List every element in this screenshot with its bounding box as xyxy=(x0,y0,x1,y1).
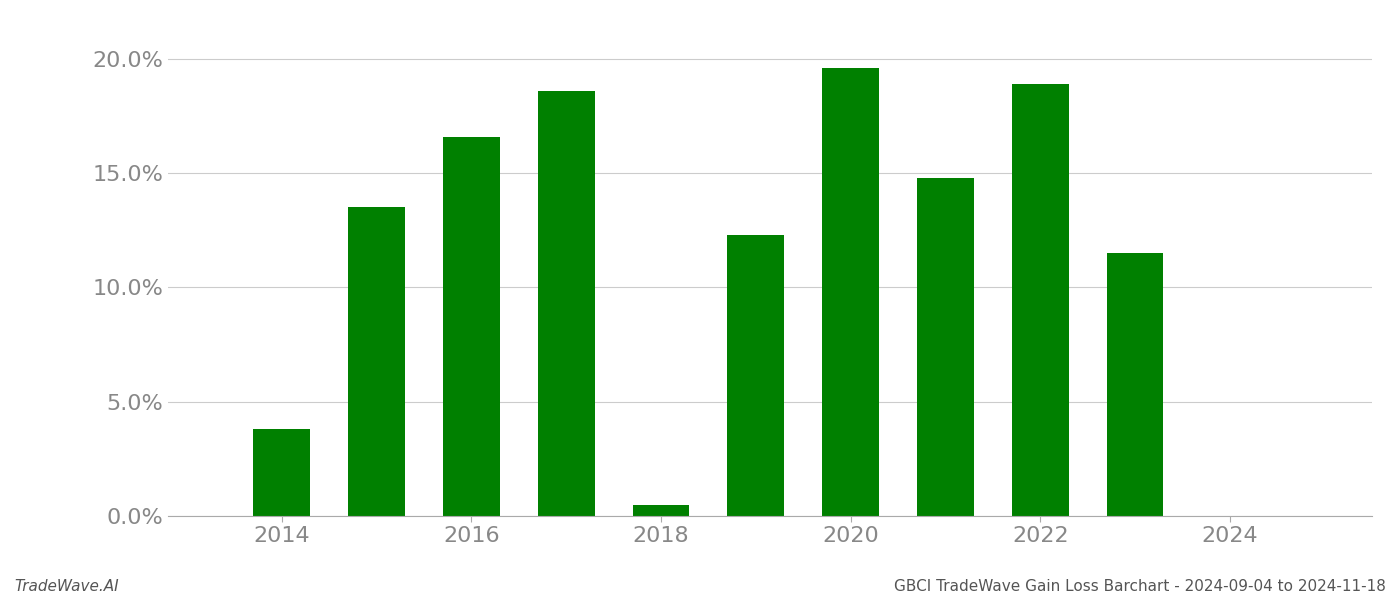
Bar xyxy=(1012,84,1068,516)
Bar xyxy=(633,505,689,516)
Bar xyxy=(442,137,500,516)
Text: GBCI TradeWave Gain Loss Barchart - 2024-09-04 to 2024-11-18: GBCI TradeWave Gain Loss Barchart - 2024… xyxy=(895,579,1386,594)
Bar xyxy=(822,68,879,516)
Bar xyxy=(349,208,405,516)
Bar xyxy=(1106,253,1163,516)
Text: TradeWave.AI: TradeWave.AI xyxy=(14,579,119,594)
Bar xyxy=(728,235,784,516)
Bar xyxy=(253,429,311,516)
Bar xyxy=(917,178,974,516)
Bar xyxy=(538,91,595,516)
